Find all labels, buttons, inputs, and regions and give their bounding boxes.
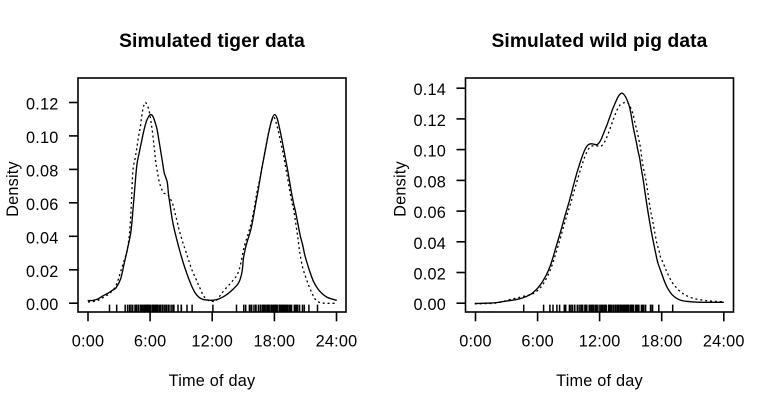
svg-text:0.08: 0.08 [414,173,447,191]
svg-text:0.04: 0.04 [26,229,59,247]
svg-text:Simulated tiger data: Simulated tiger data [119,31,305,52]
svg-text:0.06: 0.06 [26,196,59,214]
svg-text:0.10: 0.10 [26,129,59,147]
svg-text:0.14: 0.14 [414,81,447,99]
svg-text:12:00: 12:00 [579,333,621,351]
svg-text:0.06: 0.06 [414,204,447,222]
svg-text:0.08: 0.08 [26,162,59,180]
svg-text:0.00: 0.00 [414,296,447,314]
svg-text:18:00: 18:00 [641,333,683,351]
svg-text:12:00: 12:00 [191,333,233,351]
svg-text:0.10: 0.10 [414,143,447,161]
svg-text:Simulated wild pig data: Simulated wild pig data [492,31,708,52]
svg-text:0.00: 0.00 [26,296,59,314]
svg-text:6:00: 6:00 [134,333,167,351]
svg-text:0:00: 0:00 [459,333,492,351]
svg-text:24:00: 24:00 [703,333,745,351]
svg-text:0.12: 0.12 [414,112,447,130]
svg-text:6:00: 6:00 [521,333,554,351]
svg-text:Time of day: Time of day [169,372,256,390]
svg-text:Density: Density [392,161,410,217]
svg-text:24:00: 24:00 [316,333,358,351]
svg-text:18:00: 18:00 [254,333,296,351]
svg-text:0.04: 0.04 [414,235,447,253]
svg-text:0.12: 0.12 [26,96,59,114]
svg-text:0:00: 0:00 [72,333,105,351]
svg-text:Density: Density [4,161,22,217]
svg-text:0.02: 0.02 [414,266,447,284]
svg-text:Time of day: Time of day [556,372,643,390]
svg-text:0.02: 0.02 [26,263,59,281]
